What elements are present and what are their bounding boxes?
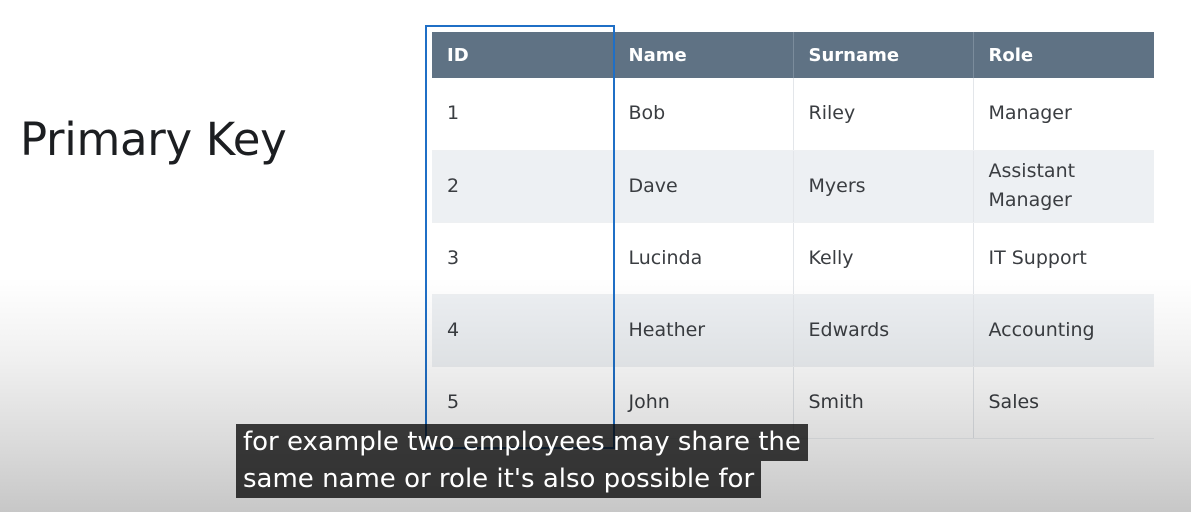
table-header-row: ID Name Surname Role: [432, 32, 1154, 78]
cell-role: Accounting: [973, 294, 1154, 367]
cell-role: Manager: [973, 78, 1154, 151]
cell-role: IT Support: [973, 222, 1154, 295]
cell-id: 2: [432, 150, 614, 223]
cell-name: Lucinda: [613, 222, 794, 295]
cell-surname: Edwards: [793, 294, 974, 367]
cell-id: 1: [432, 78, 614, 151]
caption-line-2: same name or role it's also possible for: [236, 461, 762, 498]
column-header-name: Name: [613, 32, 794, 78]
cell-surname: Myers: [793, 150, 974, 223]
column-header-id: ID: [432, 32, 614, 78]
cell-id: 3: [432, 222, 614, 295]
employees-table: ID Name Surname Role 1 Bob Riley Manager…: [432, 32, 1154, 439]
cell-role: Assistant Manager: [973, 150, 1154, 223]
table-row: 2 Dave Myers Assistant Manager: [432, 150, 1154, 223]
slide-title: Primary Key: [20, 113, 287, 166]
cell-surname: Smith: [793, 366, 974, 439]
cell-id: 4: [432, 294, 614, 367]
cell-surname: Riley: [793, 78, 974, 151]
cell-role: Sales: [973, 366, 1154, 439]
column-header-surname: Surname: [793, 32, 974, 78]
caption-line-1: for example two employees may share the: [236, 424, 808, 461]
table-row: 1 Bob Riley Manager: [432, 78, 1154, 151]
cell-name: Bob: [613, 78, 794, 151]
table-row: 4 Heather Edwards Accounting: [432, 294, 1154, 367]
subtitle-caption: for example two employees may share the …: [236, 424, 808, 498]
cell-name: Heather: [613, 294, 794, 367]
cell-name: Dave: [613, 150, 794, 223]
table-row: 3 Lucinda Kelly IT Support: [432, 222, 1154, 295]
cell-surname: Kelly: [793, 222, 974, 295]
column-header-role: Role: [973, 32, 1154, 78]
